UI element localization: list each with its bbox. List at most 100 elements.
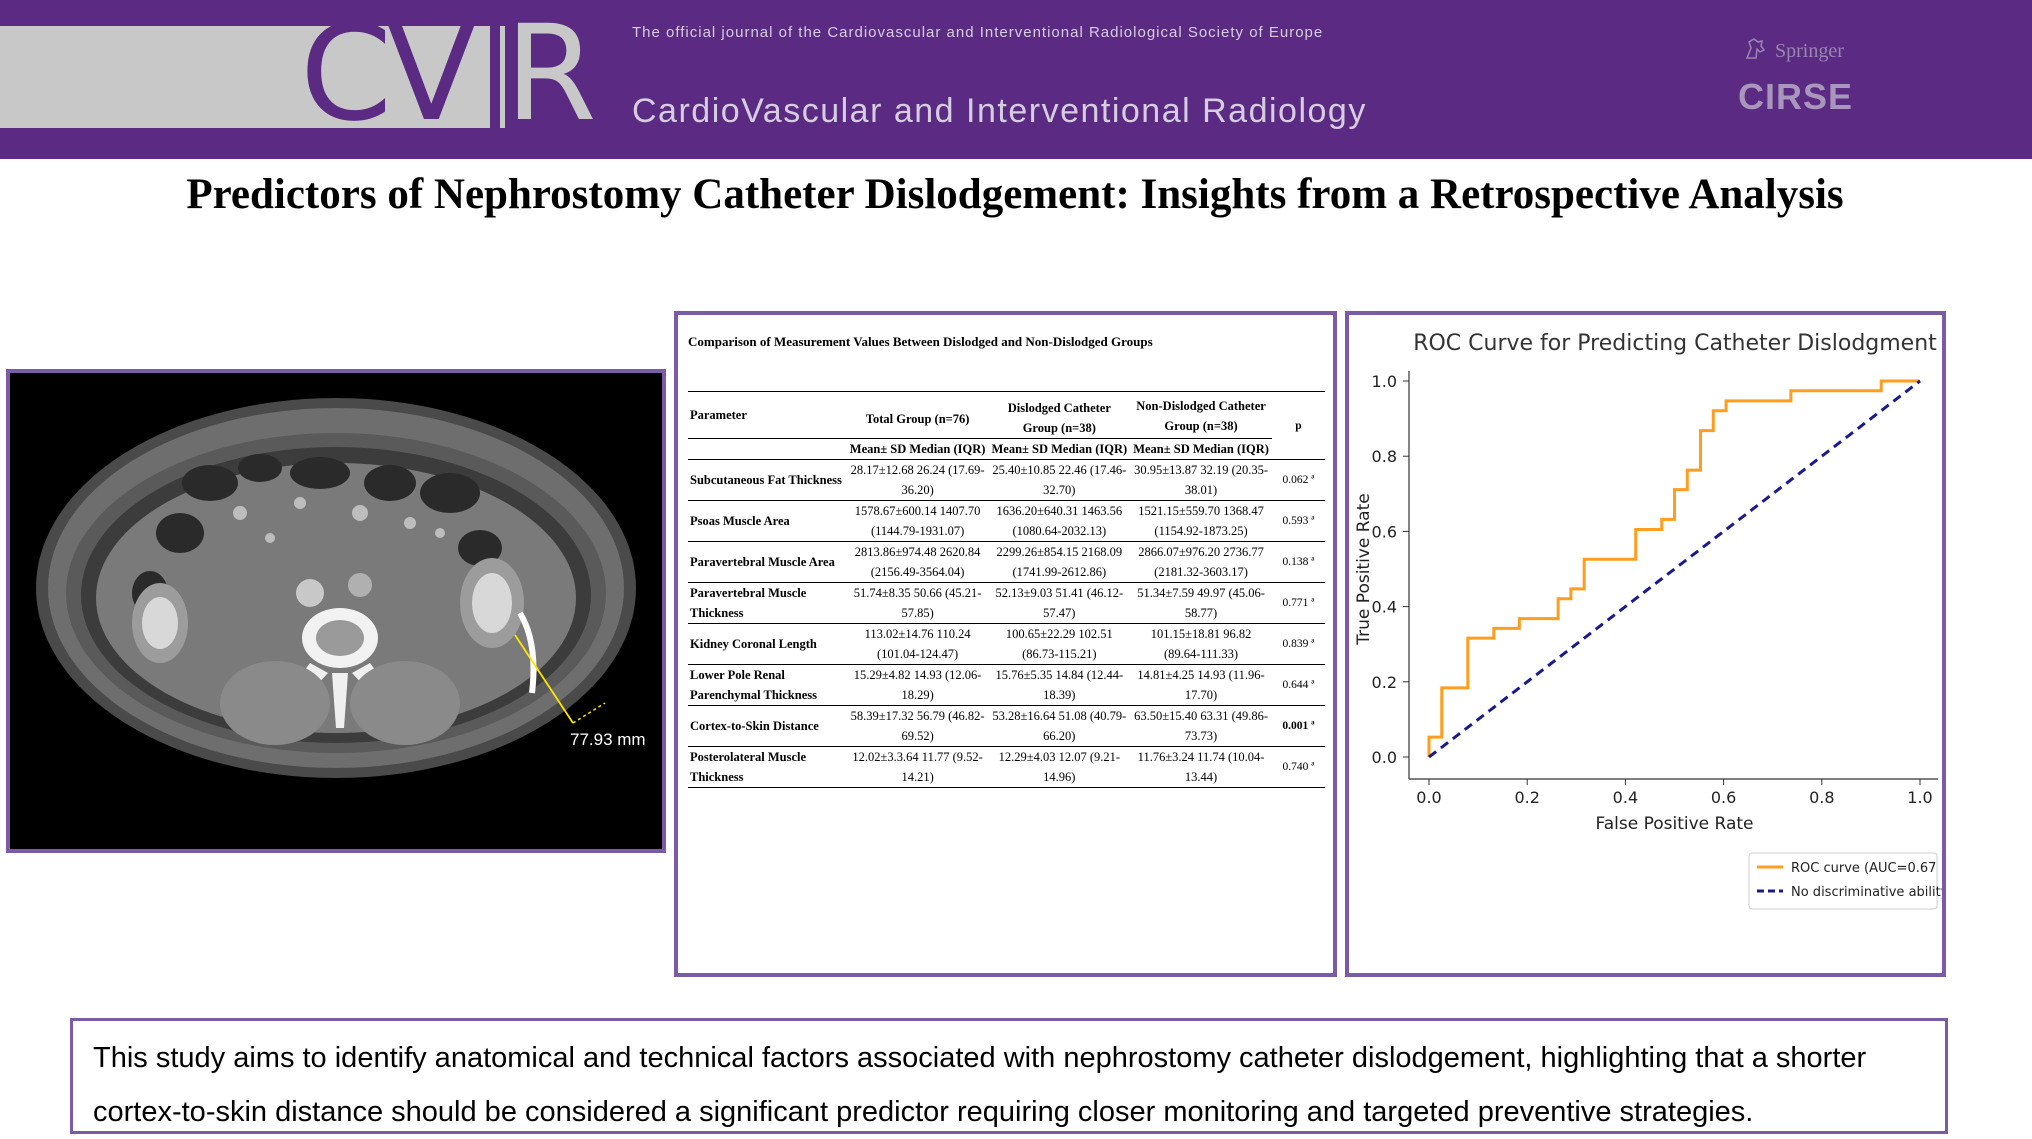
row-dislodged: 15.76±5.35 14.84 (12.44-18.39): [988, 664, 1131, 706]
roc-curve-line: [1427, 379, 1920, 757]
y-tick-label: 0.4: [1372, 598, 1397, 617]
table-row: Subcutaneous Fat Thickness 28.17±12.68 26…: [688, 459, 1325, 501]
table-row: Cortex-to-Skin Distance 58.39±17.32 56.79…: [688, 705, 1325, 747]
row-non-dislodged: 1521.15±559.70 1368.47 (1154.92-1873.25): [1130, 500, 1272, 542]
row-parameter: Posterolateral Muscle Thickness: [688, 746, 847, 788]
row-total: 51.74±8.35 50.66 (45.21-57.85): [846, 582, 989, 624]
y-tick-label: 1.0: [1372, 372, 1397, 391]
ct-scan-figure: [6, 369, 666, 853]
comparison-table: Parameter Total Group (n=76) Dislodged C…: [688, 391, 1325, 788]
table-row: Kidney Coronal Length 113.02±14.76 110.24…: [688, 623, 1325, 665]
diagonal-reference-line: [1428, 379, 1921, 759]
table-header-row: Parameter Total Group (n=76) Dislodged C…: [688, 391, 1325, 460]
row-dislodged: 53.28±16.64 51.08 (40.79-66.20): [988, 705, 1131, 747]
row-p-value: 0.138 ª: [1271, 541, 1325, 583]
journal-logo-i: [490, 26, 500, 128]
society-logo: CIRSE: [1738, 76, 1854, 117]
ct-scan-image: [10, 373, 662, 849]
summary-box: This study aims to identify anatomical a…: [70, 1018, 1948, 1134]
x-tick-label: 1.0: [1907, 788, 1932, 807]
row-parameter: Lower Pole Renal Parenchymal Thickness: [688, 664, 847, 706]
row-non-dislodged: 14.81±4.25 14.93 (11.96-17.70): [1130, 664, 1272, 706]
row-p-value: 0.062 ª: [1271, 459, 1325, 501]
table-caption: Comparison of Measurement Values Between…: [688, 334, 1153, 349]
header-parameter: Parameter: [688, 391, 847, 439]
subheader-total: Mean± SD Median (IQR): [846, 438, 989, 460]
row-total: 113.02±14.76 110.24 (101.04-124.47): [846, 623, 989, 665]
x-tick-label: 0.6: [1711, 788, 1736, 807]
row-total: 58.39±17.32 56.79 (46.82-69.52): [846, 705, 989, 747]
journal-logo-cv: CV: [300, 0, 476, 151]
roc-chart: ROC Curve for Predicting Catheter Dislod…: [1354, 331, 1942, 910]
ct-measurement-label: 77.93 mm: [566, 728, 650, 752]
x-tick-label: 0.8: [1809, 788, 1834, 807]
journal-logo-r: R: [505, 0, 597, 151]
row-total: 28.17±12.68 26.24 (17.69-36.20): [846, 459, 989, 501]
journal-banner: CV R The official journal of the Cardiov…: [0, 0, 2032, 159]
row-total: 1578.67±600.14 1407.70 (1144.79-1931.07): [846, 500, 989, 542]
comparison-table-figure: Comparison of Measurement Values Between…: [674, 311, 1337, 977]
row-parameter: Paravertebral Muscle Area: [688, 541, 847, 583]
publisher-logo: Springer: [1775, 40, 1844, 62]
journal-name: CardioVascular and Interventional Radiol…: [632, 92, 1367, 130]
row-non-dislodged: 2866.07±976.20 2736.77 (2181.32-3603.17): [1130, 541, 1272, 583]
summary-text: This study aims to identify anatomical a…: [93, 1042, 1867, 1128]
row-non-dislodged: 101.15±18.81 96.82 (89.64-111.33): [1130, 623, 1272, 665]
row-dislodged: 25.40±10.85 22.46 (17.46-32.70): [988, 459, 1131, 501]
subheader-dislodged: Mean± SD Median (IQR): [988, 438, 1131, 460]
row-dislodged: 12.29±4.03 12.07 (9.21-14.96): [988, 746, 1131, 788]
x-tick-label: 0.2: [1514, 788, 1539, 807]
y-tick-label: 0.8: [1372, 447, 1397, 466]
table-row: Paravertebral Muscle Area 2813.86±974.48 …: [688, 541, 1325, 583]
chart-title: ROC Curve for Predicting Catheter Dislod…: [1413, 331, 1937, 356]
table-subheader-row: Mean± SD Median (IQR) Mean± SD Median (I…: [688, 438, 1325, 460]
journal-tagline: The official journal of the Cardiovascul…: [632, 24, 1324, 41]
row-non-dislodged: 30.95±13.87 32.19 (20.35-38.01): [1130, 459, 1272, 501]
logo-r-background: [505, 26, 618, 128]
x-tick-label: 0.4: [1613, 788, 1638, 807]
legend-entry: ROC curve (AUC=0.67: [1791, 861, 1936, 876]
table-row: Paravertebral Muscle Thickness 51.74±8.35…: [688, 582, 1325, 624]
table-row: Psoas Muscle Area 1578.67±600.14 1407.70 …: [688, 500, 1325, 542]
row-parameter: Subcutaneous Fat Thickness: [688, 459, 847, 501]
row-non-dislodged: 11.76±3.24 11.74 (10.04-13.44): [1130, 746, 1272, 788]
subheader-non-dislodged: Mean± SD Median (IQR): [1130, 438, 1272, 460]
row-dislodged: 2299.26±854.15 2168.09 (1741.99-2612.86): [988, 541, 1131, 583]
paper-title: Predictors of Nephrostomy Catheter Dislo…: [186, 171, 1844, 218]
x-tick-label: 0.0: [1416, 788, 1441, 807]
row-p-value: 0.001 ª: [1271, 705, 1325, 747]
row-dislodged: 1636.20±640.31 1463.56 (1080.64-2032.13): [988, 500, 1131, 542]
header-p: p: [1271, 391, 1325, 460]
row-p-value: 0.839 ª: [1271, 623, 1325, 665]
row-non-dislodged: 63.50±15.40 63.31 (49.86-73.73): [1130, 705, 1272, 747]
header-dislodged: Dislodged Catheter Group (n=38): [988, 391, 1131, 439]
row-p-value: 0.593 ª: [1271, 500, 1325, 542]
y-axis-label: True Positive Rate: [1354, 493, 1374, 645]
legend-entry: No discriminative ability: [1791, 885, 1942, 900]
legend-box: [1748, 852, 1938, 910]
table-row: Lower Pole Renal Parenchymal Thickness 15…: [688, 664, 1325, 706]
row-p-value: 0.644 ª: [1271, 664, 1325, 706]
banner-grey-stripe: [0, 26, 350, 128]
y-tick-label: 0.2: [1372, 673, 1397, 692]
table-row: Posterolateral Muscle Thickness 12.02±3.3…: [688, 746, 1325, 788]
row-parameter: Kidney Coronal Length: [688, 623, 847, 665]
row-p-value: 0.771 ª: [1271, 582, 1325, 624]
row-parameter: Psoas Muscle Area: [688, 500, 847, 542]
row-parameter: Paravertebral Muscle Thickness: [688, 582, 847, 624]
header-total: Total Group (n=76): [846, 391, 989, 439]
row-dislodged: 100.65±22.29 102.51 (86.73-115.21): [988, 623, 1131, 665]
row-total: 15.29±4.82 14.93 (12.06-18.29): [846, 664, 989, 706]
roc-chart-figure: ROC Curve for Predicting Catheter Dislod…: [1345, 311, 1946, 977]
row-non-dislodged: 51.34±7.59 49.97 (45.06-58.77): [1130, 582, 1272, 624]
row-p-value: 0.740 ª: [1271, 746, 1325, 788]
row-parameter: Cortex-to-Skin Distance: [688, 705, 847, 747]
row-total: 2813.86±974.48 2620.84 (2156.49-3564.04): [846, 541, 989, 583]
springer-horse-icon: [1745, 38, 1766, 59]
y-tick-label: 0.0: [1372, 748, 1397, 767]
x-axis-label: False Positive Rate: [1596, 814, 1754, 834]
row-dislodged: 52.13±9.03 51.41 (46.12-57.47): [988, 582, 1131, 624]
y-tick-label: 0.6: [1372, 522, 1397, 541]
header-non-dislodged: Non-Dislodged Catheter Group (n=38): [1130, 391, 1272, 439]
row-total: 12.02±3.3.64 11.77 (9.52-14.21): [846, 746, 989, 788]
